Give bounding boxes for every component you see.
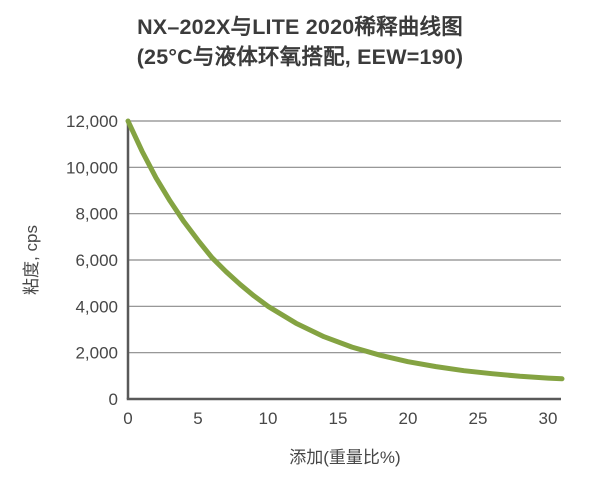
y-tick-label: 10,000 — [66, 158, 118, 177]
chart-title-line1: NX–202X与LITE 2020稀释曲线图 — [137, 15, 463, 39]
y-tick-label: 8,000 — [75, 205, 118, 224]
x-tick-label: 20 — [399, 409, 418, 428]
y-tick-label: 2,000 — [75, 344, 118, 363]
chart-title-line2: (25°C与液体环氧搭配, EEW=190) — [136, 45, 464, 69]
x-tick-label: 0 — [123, 409, 132, 428]
x-tick-label: 5 — [193, 409, 202, 428]
y-tick-label: 0 — [109, 390, 118, 409]
horizontal-gridlines — [128, 120, 561, 354]
x-tick-label: 25 — [469, 409, 488, 428]
y-tick-label: 4,000 — [75, 297, 118, 316]
x-tick-label: 30 — [539, 409, 558, 428]
x-axis-tick-labels: 0 5 10 15 20 25 30 — [123, 409, 557, 428]
y-tick-label: 12,000 — [66, 112, 118, 131]
y-axis-tick-labels: 0 2,000 4,000 6,000 8,000 10,000 12,000 — [66, 112, 118, 409]
viscosity-curve — [125, 118, 565, 382]
x-tick-label: 10 — [259, 409, 278, 428]
x-tick-label: 15 — [329, 409, 348, 428]
chart-title: NX–202X与LITE 2020稀释曲线图 (25°C与液体环氧搭配, EEW… — [0, 12, 600, 72]
dilution-curve-plot: 0 2,000 4,000 6,000 8,000 10,000 12,000 0 5 10 15… — [22, 112, 565, 467]
y-tick-label: 6,000 — [75, 251, 118, 270]
x-axis-label: 添加(重量比%) — [289, 448, 400, 467]
y-axis-label: 粘度, cps — [22, 225, 41, 295]
